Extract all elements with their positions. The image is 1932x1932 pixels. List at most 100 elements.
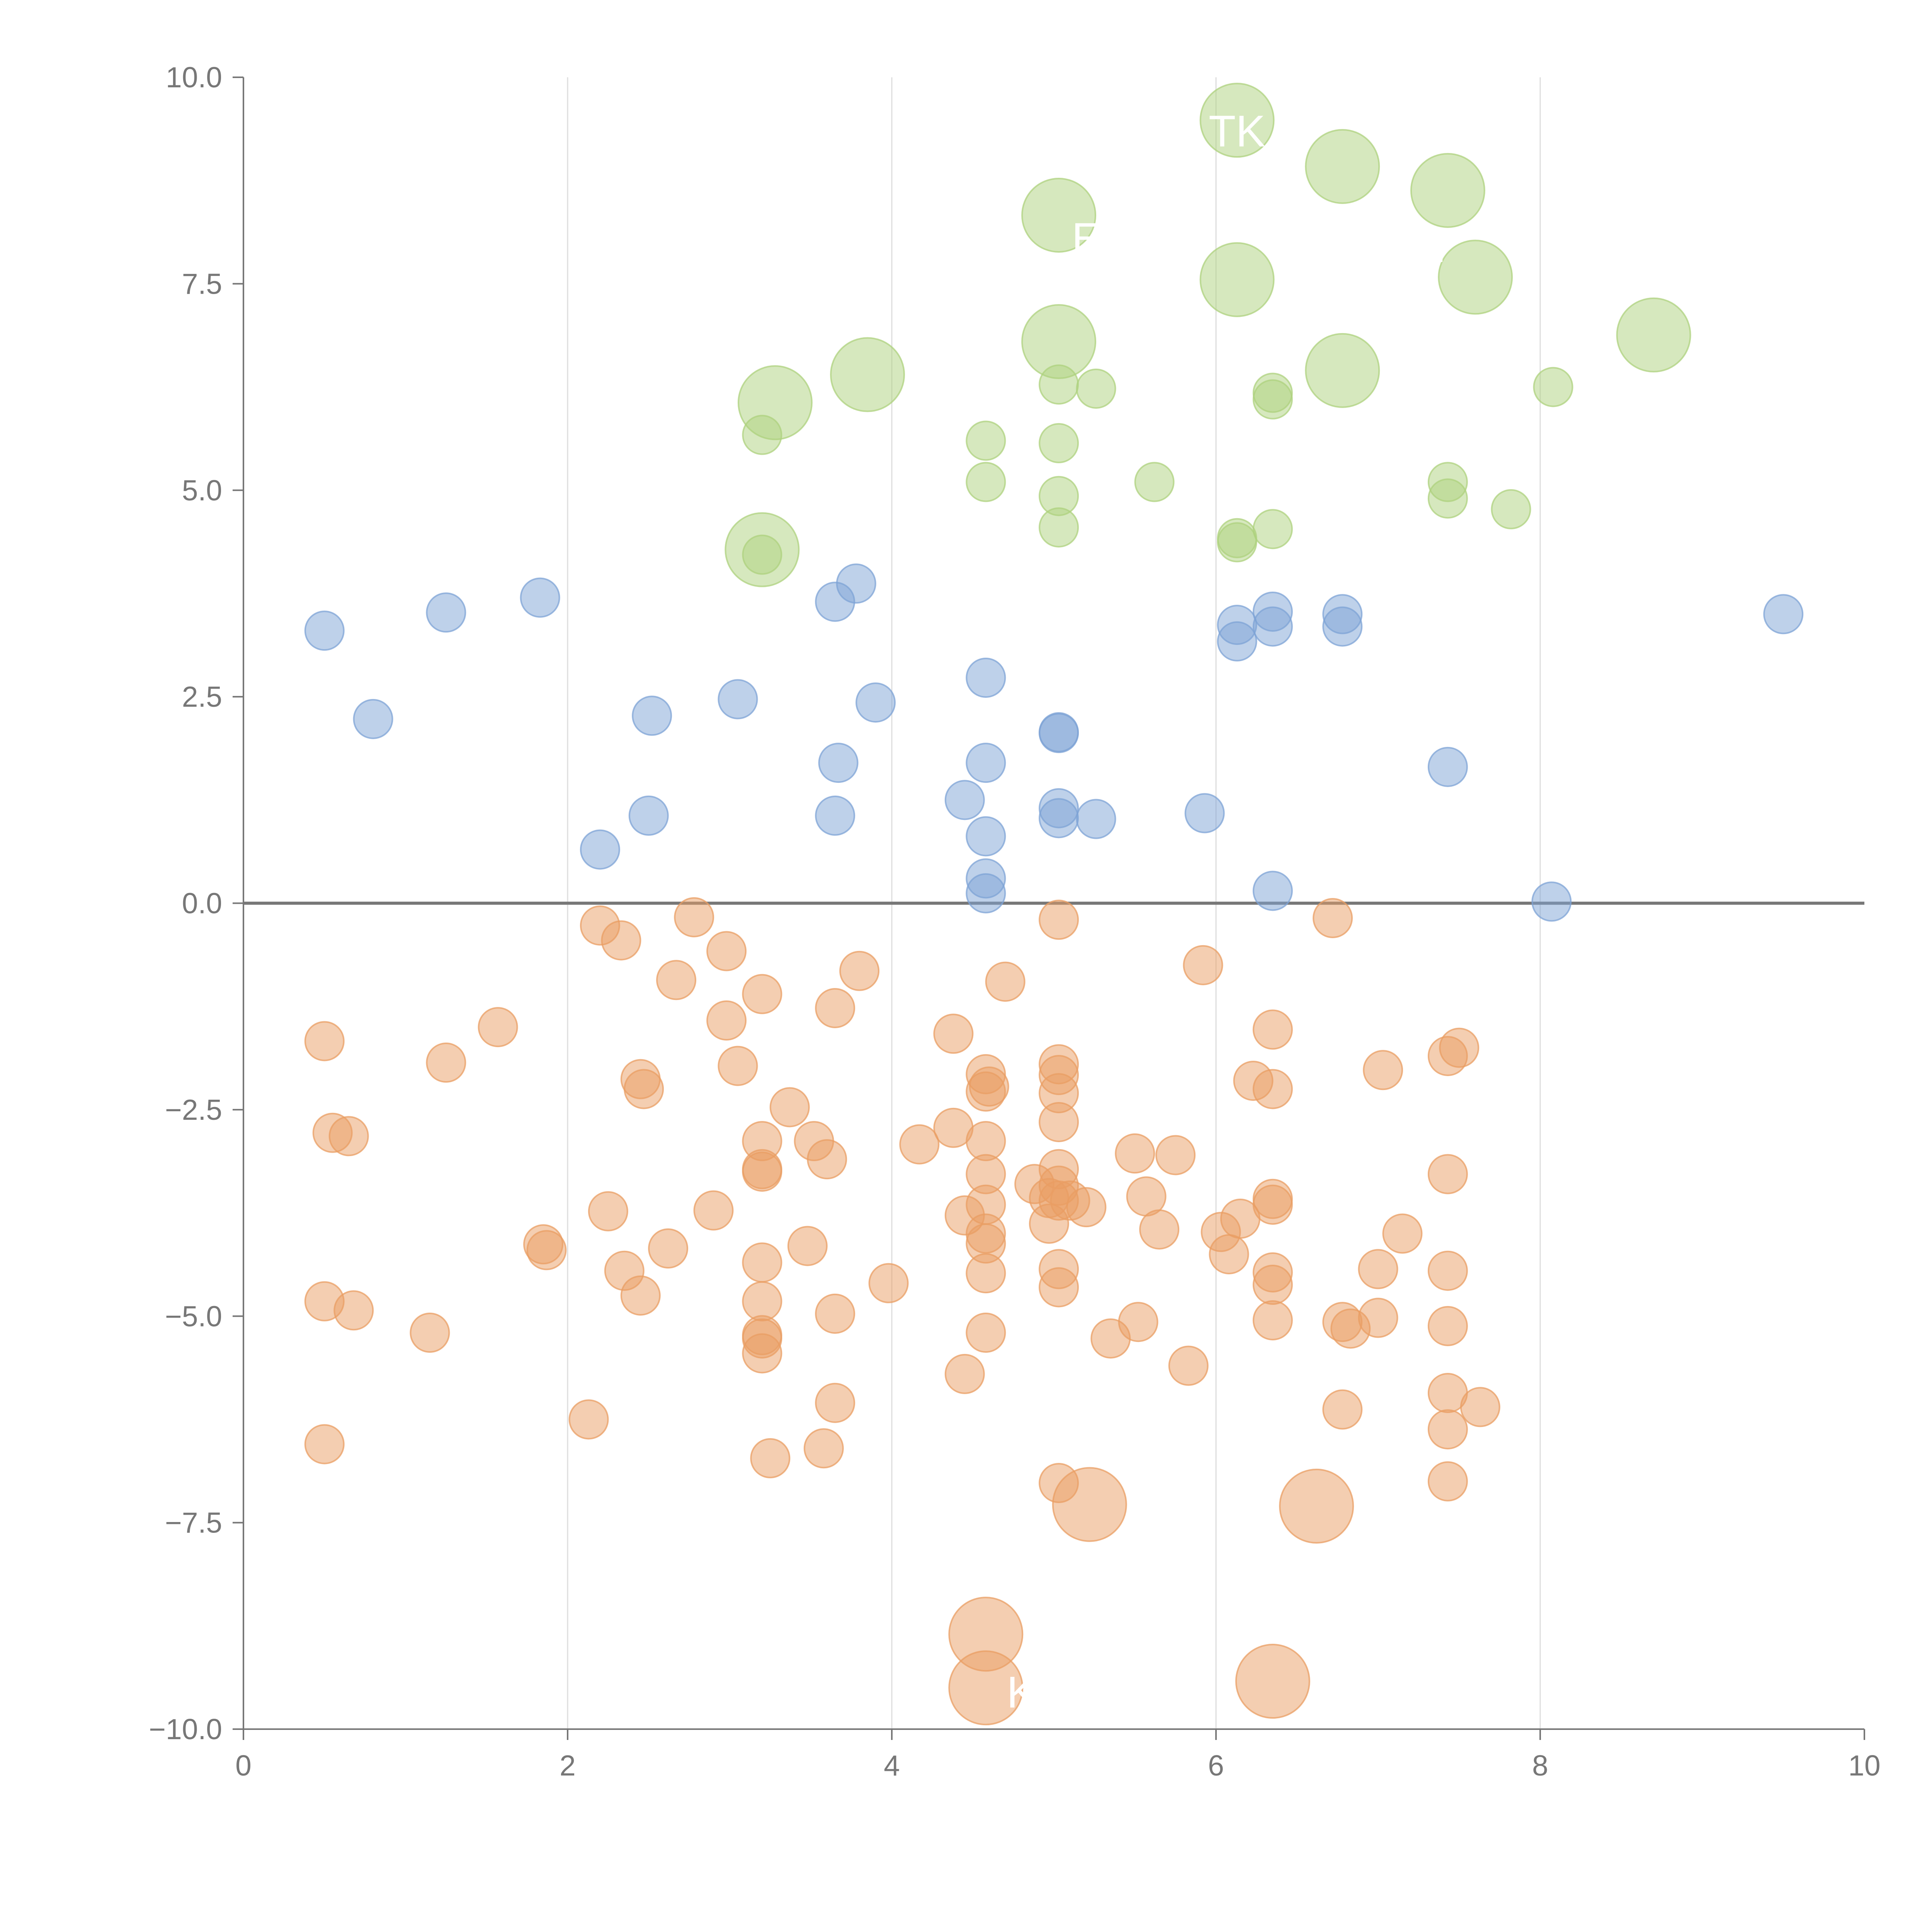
orange-point [815, 1293, 855, 1334]
orange-point [426, 1043, 466, 1083]
green-point [724, 512, 800, 587]
orange-point [769, 1087, 810, 1128]
orange-point [478, 1007, 518, 1048]
orange-point [815, 1383, 855, 1423]
green-point [1021, 177, 1097, 253]
point-annotation: K [1007, 1668, 1036, 1717]
orange-point [333, 1290, 374, 1331]
y-tick-label: 0.0 [182, 887, 222, 920]
blue-point [966, 743, 1006, 783]
green-point [1252, 509, 1293, 549]
green-point [1076, 368, 1116, 409]
y-tick-label: 5.0 [182, 474, 222, 507]
point-annotation: L [1419, 222, 1444, 272]
y-tick-label: −5.0 [165, 1300, 222, 1332]
orange-point [1209, 1234, 1249, 1274]
blue-point [632, 696, 672, 736]
orange-point [742, 1151, 782, 1192]
green-point [1410, 153, 1485, 228]
orange-point [1427, 1409, 1468, 1450]
orange-point [1039, 1267, 1079, 1308]
orange-point [742, 1333, 782, 1374]
green-point [830, 337, 905, 412]
green-point [1039, 423, 1079, 463]
orange-point [803, 1428, 844, 1469]
orange-point [1358, 1298, 1398, 1338]
orange-point [1039, 1102, 1079, 1142]
blue-point [1252, 871, 1293, 911]
blue-point [966, 873, 1006, 913]
blue-point [1252, 606, 1293, 647]
green-point [1305, 129, 1380, 204]
orange-point [1427, 1250, 1468, 1291]
orange-point [1155, 1135, 1196, 1175]
green-point [1039, 364, 1079, 405]
point-labels: TK EN L K [1007, 107, 1444, 1717]
orange-point [304, 1424, 345, 1464]
green-point [1491, 489, 1531, 529]
orange-point [1183, 945, 1223, 985]
x-tick-label: 6 [1208, 1749, 1224, 1782]
orange-point [944, 1354, 985, 1394]
orange-point [966, 1313, 1006, 1353]
orange-point [1279, 1468, 1354, 1544]
y-tick-label: −7.5 [165, 1507, 222, 1539]
green-point [966, 462, 1006, 502]
orange-point [1066, 1187, 1107, 1228]
blue-point [1531, 881, 1572, 922]
orange-point [624, 1069, 664, 1109]
orange-point [1168, 1345, 1209, 1386]
orange-point [1460, 1387, 1500, 1427]
blue-point [580, 829, 620, 870]
blue-point [1217, 621, 1257, 662]
orange-point [1252, 1069, 1293, 1109]
blue-point [1763, 594, 1804, 634]
green-point [1616, 297, 1691, 372]
orange-point [742, 974, 782, 1014]
x-tick-label: 0 [235, 1749, 252, 1782]
y-tick-label: 7.5 [182, 267, 222, 300]
blue-point [1184, 793, 1225, 833]
blue-point [628, 795, 669, 836]
green-point [1134, 462, 1175, 502]
orange-point [815, 988, 855, 1028]
orange-point [328, 1116, 369, 1156]
orange-point [1322, 1389, 1363, 1430]
green-point [1427, 478, 1468, 519]
orange-point [1252, 1300, 1293, 1340]
blue-point [1322, 606, 1363, 647]
orange-point [1358, 1249, 1398, 1289]
orange-point [304, 1021, 345, 1061]
x-tick-label: 4 [884, 1749, 900, 1782]
orange-point [693, 1190, 734, 1231]
orange-point [1039, 900, 1079, 940]
y-tick-label: 2.5 [182, 680, 222, 713]
orange-point [787, 1226, 828, 1266]
orange-point [1427, 1461, 1468, 1502]
x-tick-label: 2 [560, 1749, 576, 1782]
data-points [304, 83, 1804, 1726]
orange-point [1139, 1209, 1180, 1250]
orange-point [750, 1438, 791, 1478]
green-point [737, 365, 813, 440]
orange-point [742, 1242, 782, 1283]
green-point [1217, 522, 1257, 563]
blue-point [1039, 712, 1079, 753]
orange-point [985, 961, 1026, 1002]
orange-point [1439, 1027, 1480, 1068]
orange-point [568, 1399, 609, 1440]
orange-point [656, 960, 697, 1000]
orange-point [1252, 1009, 1293, 1050]
orange-point [1382, 1213, 1423, 1254]
blue-point [855, 682, 896, 723]
orange-point [1115, 1133, 1155, 1174]
orange-point [648, 1228, 689, 1269]
orange-point [620, 1275, 661, 1316]
orange-point [742, 1281, 782, 1321]
blue-point [966, 657, 1006, 698]
blue-point [718, 679, 758, 719]
orange-point [807, 1139, 847, 1180]
orange-point [1252, 1184, 1293, 1225]
